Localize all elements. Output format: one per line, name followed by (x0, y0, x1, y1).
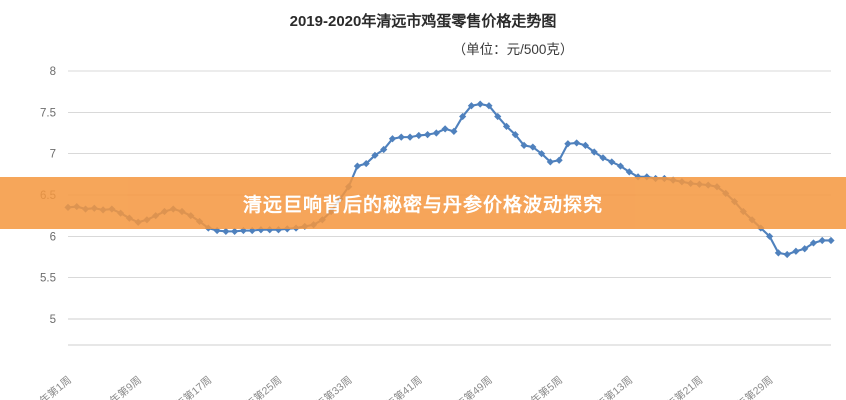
data-point-marker (511, 131, 519, 139)
data-point-marker (397, 133, 405, 141)
data-point-marker (494, 112, 502, 121)
data-point-marker (529, 143, 537, 151)
data-point-marker (371, 151, 379, 159)
data-point-marker (485, 102, 493, 110)
data-point-marker (459, 112, 467, 121)
y-axis-tick-label: 8 (50, 66, 56, 78)
gridlines-group (68, 70, 831, 346)
overlay-banner: 清远巨响背后的秘密与丹参价格波动探究 (0, 177, 846, 229)
x-axis-tick-label: 2020年第29周 (716, 373, 775, 400)
data-point-marker (450, 127, 458, 135)
data-point-marker (231, 227, 239, 235)
data-point-marker (608, 158, 616, 166)
data-point-marker (406, 133, 414, 141)
data-point-marker (274, 226, 283, 234)
data-point-marker (520, 141, 528, 149)
x-axis-tick-label: 2019年第49周 (436, 373, 495, 400)
data-point-marker (222, 227, 230, 235)
data-point-marker (792, 247, 800, 255)
data-point-marker (774, 249, 782, 257)
y-axis-tick-label: 7 (50, 149, 56, 161)
data-point-marker (555, 156, 563, 164)
y-axis-tick-label: 5 (50, 314, 56, 326)
data-point-marker (415, 131, 423, 140)
data-point-marker (581, 141, 590, 149)
data-point-marker (432, 129, 440, 137)
data-point-marker (625, 168, 633, 176)
x-axis-tick-label: 2019年第25周 (225, 373, 284, 400)
data-point-marker (388, 135, 397, 143)
x-axis-tick-label: 2020年第13周 (576, 373, 635, 400)
data-point-marker (362, 159, 370, 168)
y-axis-tick-label: 6 (50, 231, 56, 243)
x-axis-tick-label: 2019年第9周 (89, 373, 144, 400)
x-axis-tick-label: 2019年第17周 (155, 373, 214, 400)
data-point-marker (599, 154, 607, 162)
x-axis-tick-label: 2020年第21周 (646, 373, 705, 400)
data-point-marker (590, 148, 598, 156)
data-point-marker (257, 226, 265, 234)
x-axis-tick-label: 2019年第33周 (295, 373, 354, 400)
x-axis-tick-label: 2019年第41周 (365, 373, 424, 400)
overlay-banner-text: 清远巨响背后的秘密与丹参价格波动探究 (242, 194, 603, 216)
data-point-marker (827, 236, 835, 245)
data-point-marker (783, 250, 791, 259)
data-point-marker (818, 236, 826, 245)
data-point-marker (467, 102, 476, 110)
x-axis-tick-label: 2020年第5周 (510, 373, 565, 400)
data-point-marker (502, 122, 511, 130)
data-point-marker (766, 232, 774, 240)
data-point-marker (546, 158, 554, 166)
data-point-marker (476, 100, 484, 108)
x-axis-tick-label: 2019年第1周 (19, 373, 74, 400)
data-point-marker (564, 140, 572, 148)
data-point-marker (537, 150, 546, 158)
data-point-marker (423, 131, 432, 139)
data-point-marker (441, 125, 449, 133)
y-axis-tick-label: 7.5 (40, 107, 56, 119)
data-point-marker (801, 245, 809, 253)
data-point-marker (353, 162, 362, 170)
x-axis-tick-labels: 2019年第1周 2019年第9周 2019年第17周 2019年第25周 2019年第… (19, 373, 775, 400)
y-axis-tick-label: 5.5 (40, 273, 56, 285)
data-point-marker (616, 162, 625, 170)
data-point-marker (573, 139, 581, 147)
data-point-marker (809, 239, 818, 247)
data-point-marker (380, 145, 388, 154)
chart-title: 2019-2020年清远市鸡蛋零售价格走势图 (289, 13, 557, 30)
chart-subtitle-unit: （单位：元/500克） (452, 42, 574, 57)
